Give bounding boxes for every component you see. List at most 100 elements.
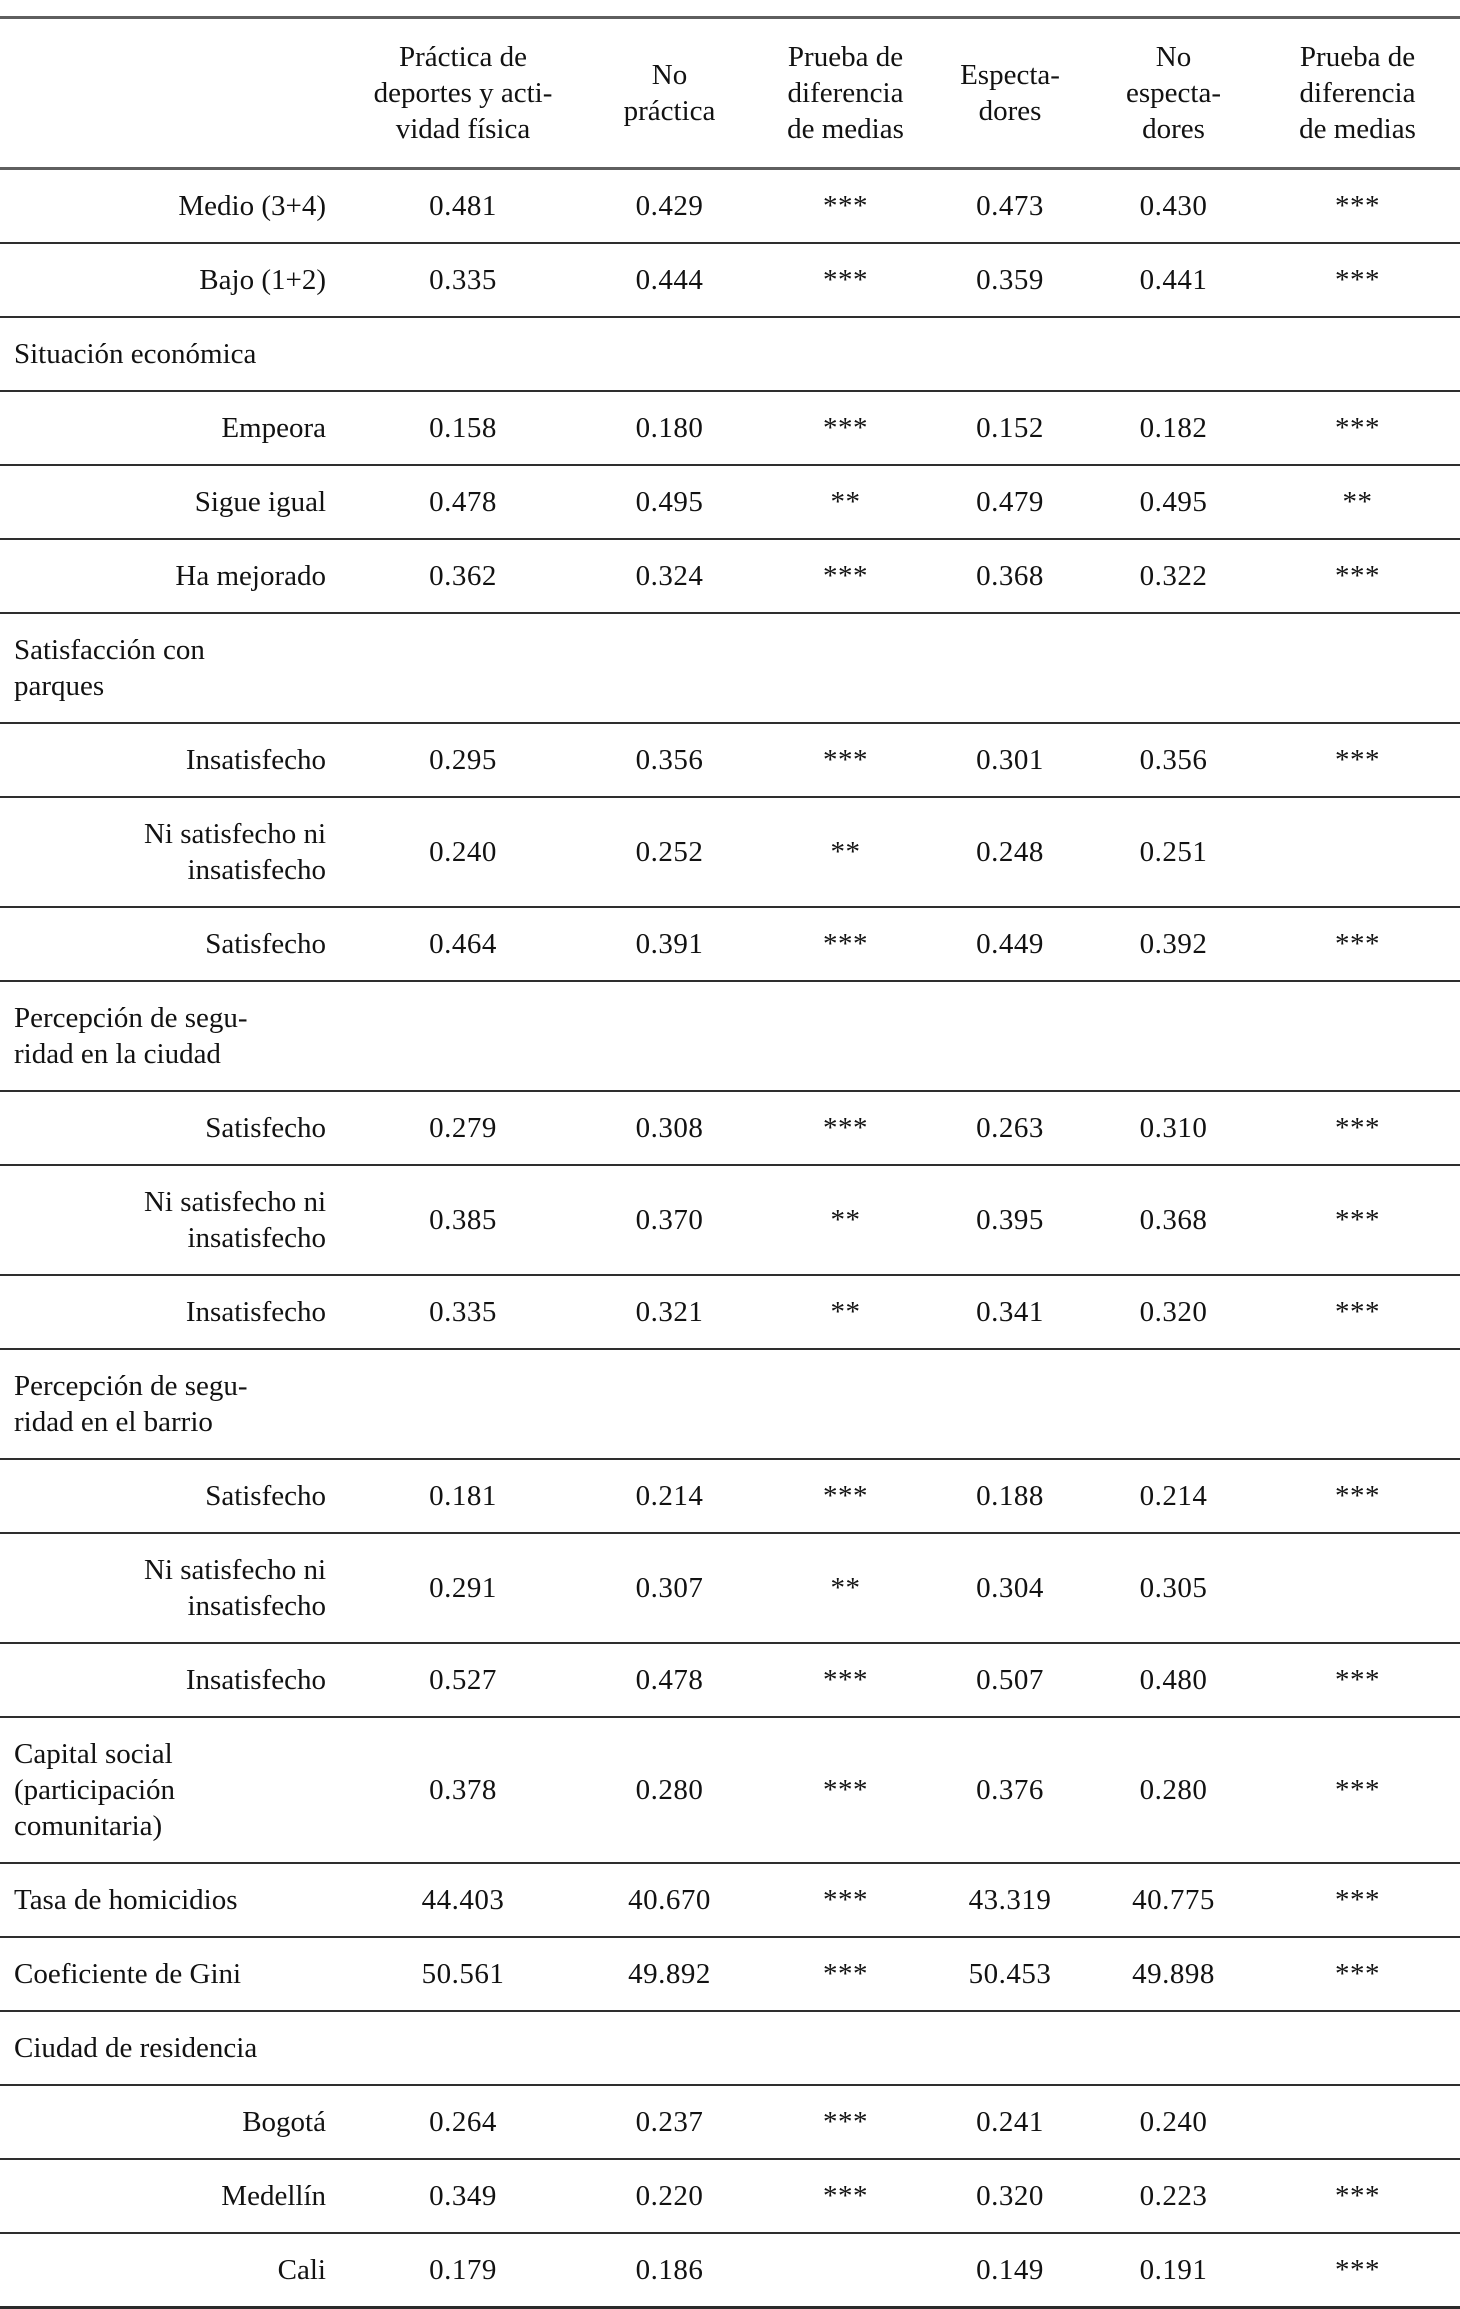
value-cell: 0.322 [1092, 538, 1255, 613]
table-header-row: Práctica de deportes y acti- vidad físic… [0, 17, 1460, 170]
value-cell: 50.561 [350, 1936, 576, 2011]
table-row: Percepción de segu- ridad en el barrio [0, 1348, 1460, 1459]
value-cell: 0.191 [1092, 2232, 1255, 2308]
value-cell: 0.481 [429, 190, 497, 222]
table-header: Práctica de deportes y acti- vidad físic… [0, 17, 1460, 170]
value-cell: 0.241 [928, 2084, 1092, 2159]
significance-cell: ** [763, 1274, 928, 1349]
value-cell: 0.349 [350, 2158, 576, 2233]
row-label: Satisfacción con parques [0, 612, 350, 723]
value-cell: 44.403 [350, 1862, 576, 1937]
value-cell: 0.304 [928, 1532, 1092, 1643]
significance-cell: *** [763, 242, 928, 317]
row-label: Percepción de segu- ridad en la ciudad [0, 980, 350, 1091]
value-cell: 0.335 [350, 1274, 576, 1349]
value-cell: 0.310 [1092, 1090, 1255, 1165]
value-cell: 0.180 [576, 390, 763, 465]
value-cell: 0.370 [576, 1164, 763, 1275]
table-row: Ni satisfecho ni insatisfecho 0.291 0.30… [0, 1532, 1460, 1643]
value-cell: 43.319 [928, 1862, 1092, 1937]
value-cell: 0.385 [350, 1164, 576, 1275]
significance-cell: *** [1255, 722, 1460, 797]
significance-cell: ** [763, 1532, 928, 1643]
table-row: Bajo (1+2) 0.335 0.444 *** 0.359 0.441 *… [0, 242, 1460, 317]
significance-cell: *** [763, 1862, 928, 1937]
value-cell: 0.320 [928, 2158, 1092, 2233]
value-cell: 0.341 [928, 1274, 1092, 1349]
significance-cell: *** [763, 906, 928, 981]
value-cell: 40.775 [1092, 1862, 1255, 1937]
value-cell: 0.280 [576, 1716, 763, 1863]
significance-cell [1255, 1532, 1460, 1643]
value-cell [928, 612, 1092, 723]
table-row: Ni satisfecho ni insatisfecho 0.385 0.37… [0, 1164, 1460, 1275]
value-cell: 0.307 [576, 1532, 763, 1643]
significance-cell: *** [1255, 1642, 1460, 1717]
significance-cell [1255, 980, 1460, 1091]
value-cell: 0.449 [928, 906, 1092, 981]
value-cell: 0.240 [350, 796, 576, 907]
significance-cell: *** [823, 190, 868, 222]
table-body: Medio (3+4) 0.481 0.429 *** 0.473 0.430 … [0, 169, 1460, 2308]
significance-cell: *** [1255, 2232, 1460, 2308]
table-row: Situación económica [0, 316, 1460, 391]
value-cell: 0.324 [576, 538, 763, 613]
value-cell: 0.480 [1092, 1642, 1255, 1717]
significance-cell [1255, 316, 1460, 391]
table-row: Tasa de homicidios 44.403 40.670 *** 43.… [0, 1862, 1460, 1937]
significance-cell: *** [1335, 190, 1380, 222]
value-cell [576, 1348, 763, 1459]
value-cell: 0.362 [350, 538, 576, 613]
table-row: Satisfecho 0.181 0.214 *** 0.188 0.214 *… [0, 1458, 1460, 1533]
header-cell-rowlabel [0, 17, 350, 170]
row-label: Sigue igual [0, 464, 350, 539]
value-cell: 0.181 [350, 1458, 576, 1533]
table-row: Insatisfecho 0.527 0.478 *** 0.507 0.480… [0, 1642, 1460, 1717]
value-cell: 0.308 [576, 1090, 763, 1165]
row-label: Cali [0, 2232, 350, 2308]
significance-cell: *** [1255, 1716, 1460, 1863]
value-cell: 0.214 [576, 1458, 763, 1533]
value-cell: 0.252 [576, 796, 763, 907]
significance-cell: *** [1255, 1090, 1460, 1165]
row-label: Insatisfecho [0, 1274, 350, 1349]
value-cell: 0.305 [1092, 1532, 1255, 1643]
value-cell: 49.892 [576, 1936, 763, 2011]
significance-cell: ** [763, 464, 928, 539]
value-cell: 0.248 [928, 796, 1092, 907]
value-cell [350, 980, 576, 1091]
significance-cell [763, 316, 928, 391]
value-cell: 0.368 [928, 538, 1092, 613]
header-cell-prueba-medias-1: Prueba de diferencia de medias [763, 17, 928, 170]
header-cell-prueba-medias-2: Prueba de diferencia de medias [1255, 17, 1460, 170]
significance-cell: *** [1255, 390, 1460, 465]
header-cell-no-practica: No práctica [576, 17, 763, 170]
significance-cell: *** [763, 538, 928, 613]
significance-cell: *** [763, 1936, 928, 2011]
significance-cell: *** [1255, 1862, 1460, 1937]
significance-cell: *** [763, 390, 928, 465]
significance-cell: *** [763, 1642, 928, 1717]
value-cell: 0.359 [928, 242, 1092, 317]
value-cell: 0.430 [1139, 190, 1208, 222]
significance-cell: *** [763, 2158, 928, 2233]
significance-cell: ** [1255, 464, 1460, 539]
value-cell: 0.179 [350, 2232, 576, 2308]
value-cell: 0.149 [928, 2232, 1092, 2308]
significance-cell: *** [1255, 1458, 1460, 1533]
row-label: Percepción de segu- ridad en el barrio [0, 1348, 350, 1459]
value-cell: 0.220 [576, 2158, 763, 2233]
row-label: Ciudad de residencia [0, 2010, 350, 2085]
row-label: Ni satisfecho ni insatisfecho [0, 796, 350, 907]
row-label: Ni satisfecho ni insatisfecho [0, 1164, 350, 1275]
header-cell-espectadores: Especta- dores [928, 17, 1092, 170]
value-cell [350, 2010, 576, 2085]
significance-cell: ** [763, 796, 928, 907]
row-label: Situación económica [0, 316, 350, 391]
significance-cell [1255, 612, 1460, 723]
row-label: Bogotá [0, 2084, 350, 2159]
row-label: Bajo (1+2) [0, 242, 350, 317]
value-cell: 49.898 [1092, 1936, 1255, 2011]
value-cell [576, 2010, 763, 2085]
row-label: Coeficiente de Gini [0, 1936, 350, 2011]
